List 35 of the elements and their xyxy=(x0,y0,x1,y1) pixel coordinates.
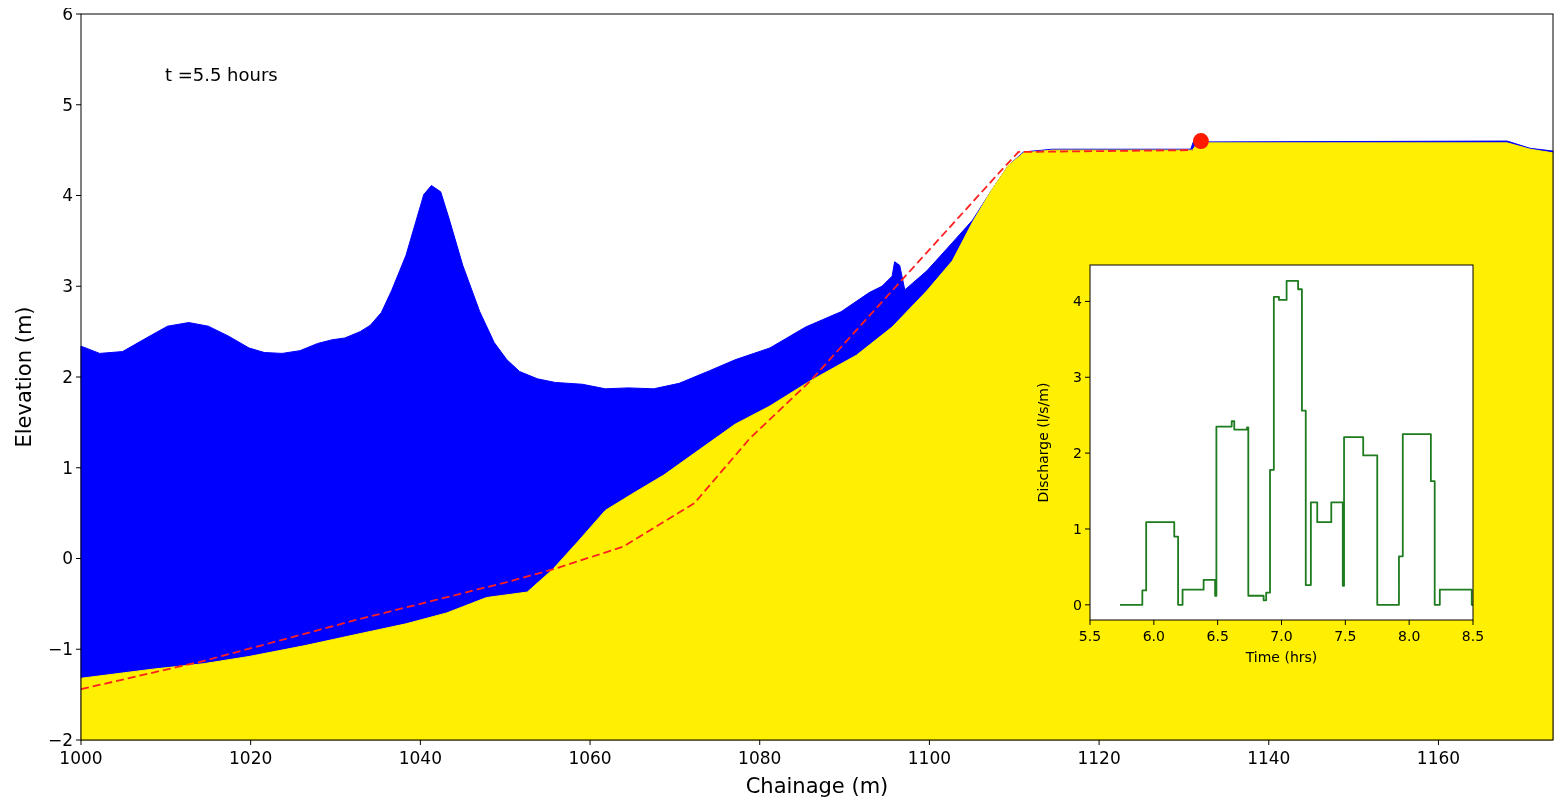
x-tick-label: 1040 xyxy=(398,748,442,768)
x-tick-label: 1060 xyxy=(568,748,612,768)
y-tick-label: 1 xyxy=(1073,520,1082,537)
x-tick-label: 6.5 xyxy=(1206,628,1229,644)
x-tick-label: 7.0 xyxy=(1270,628,1293,644)
y-tick-label: 2 xyxy=(62,366,73,387)
y-tick-label: 3 xyxy=(1073,369,1082,386)
x-tick-label: 1100 xyxy=(907,748,952,768)
x-tick-label: 1140 xyxy=(1247,748,1291,768)
x-tick-label: 1000 xyxy=(59,748,103,768)
x-axis-title: Chainage (m) xyxy=(745,773,889,798)
x-tick-label: 5.5 xyxy=(1078,628,1102,644)
x-tick-label: 1120 xyxy=(1077,748,1121,768)
y-tick-label: 0 xyxy=(62,548,73,569)
x-tick-label: 8.5 xyxy=(1461,628,1485,644)
y-axis-title: Discharge (l/s/m) xyxy=(1034,382,1051,503)
y-tick-label: 4 xyxy=(1073,293,1083,310)
y-tick-label: 5 xyxy=(62,94,73,115)
x-tick-label: 7.5 xyxy=(1334,628,1357,644)
y-tick-label: 1 xyxy=(62,457,73,478)
y-tick-label: 2 xyxy=(1073,445,1082,462)
y-axis-title: Elevation (m) xyxy=(11,306,36,448)
y-tick-label: 0 xyxy=(1073,596,1082,613)
x-tick-label: 6.0 xyxy=(1142,628,1165,644)
y-tick-label: −1 xyxy=(47,639,73,660)
y-tick-label: 4 xyxy=(62,185,73,206)
x-tick-label: 1080 xyxy=(738,748,782,768)
x-tick-label: 1160 xyxy=(1416,748,1461,768)
x-tick-label: 1020 xyxy=(229,748,273,768)
y-tick-label: 3 xyxy=(62,276,73,297)
x-axis-title: Time (hrs) xyxy=(1244,649,1318,666)
x-tick-label: 8.0 xyxy=(1398,628,1421,644)
y-tick-label: −2 xyxy=(47,729,73,750)
annotation: t =5.5 hours xyxy=(164,64,278,86)
y-tick-label: 6 xyxy=(62,3,73,24)
